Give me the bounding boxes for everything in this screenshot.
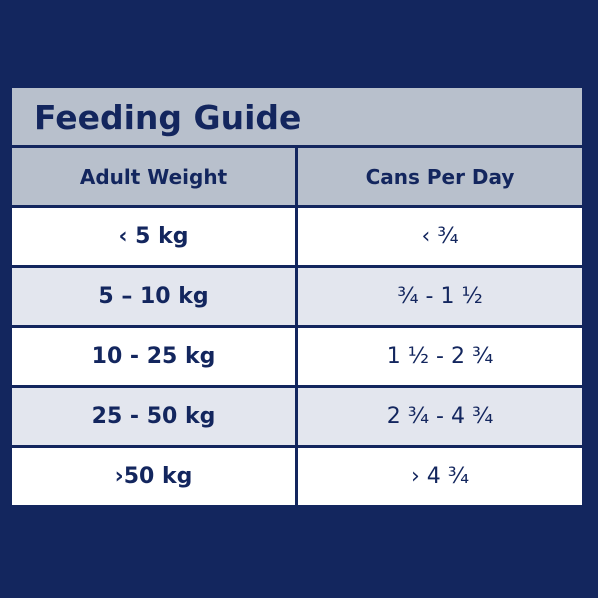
weight-cell: ›50 kg bbox=[12, 448, 298, 505]
feeding-guide-table: Feeding Guide Adult Weight Cans Per Day … bbox=[12, 88, 582, 505]
table-row: 5 – 10 kg ¾ - 1 ½ bbox=[12, 268, 582, 328]
cans-cell: ‹ ¾ bbox=[298, 208, 582, 265]
weight-cell: 10 - 25 kg bbox=[12, 328, 298, 385]
weight-cell: 5 – 10 kg bbox=[12, 268, 298, 325]
table-row: 10 - 25 kg 1 ½ - 2 ¾ bbox=[12, 328, 582, 388]
table-title: Feeding Guide bbox=[12, 88, 582, 148]
cans-cell: 2 ¾ - 4 ¾ bbox=[298, 388, 582, 445]
column-header-adult-weight: Adult Weight bbox=[12, 148, 298, 205]
cans-cell: ¾ - 1 ½ bbox=[298, 268, 582, 325]
column-header-cans-per-day: Cans Per Day bbox=[298, 148, 582, 205]
weight-cell: 25 - 50 kg bbox=[12, 388, 298, 445]
cans-cell: › 4 ¾ bbox=[298, 448, 582, 505]
table-row: ‹ 5 kg ‹ ¾ bbox=[12, 208, 582, 268]
table-row: 25 - 50 kg 2 ¾ - 4 ¾ bbox=[12, 388, 582, 448]
weight-cell: ‹ 5 kg bbox=[12, 208, 298, 265]
table-row: ›50 kg › 4 ¾ bbox=[12, 448, 582, 505]
table-header-row: Adult Weight Cans Per Day bbox=[12, 148, 582, 208]
cans-cell: 1 ½ - 2 ¾ bbox=[298, 328, 582, 385]
